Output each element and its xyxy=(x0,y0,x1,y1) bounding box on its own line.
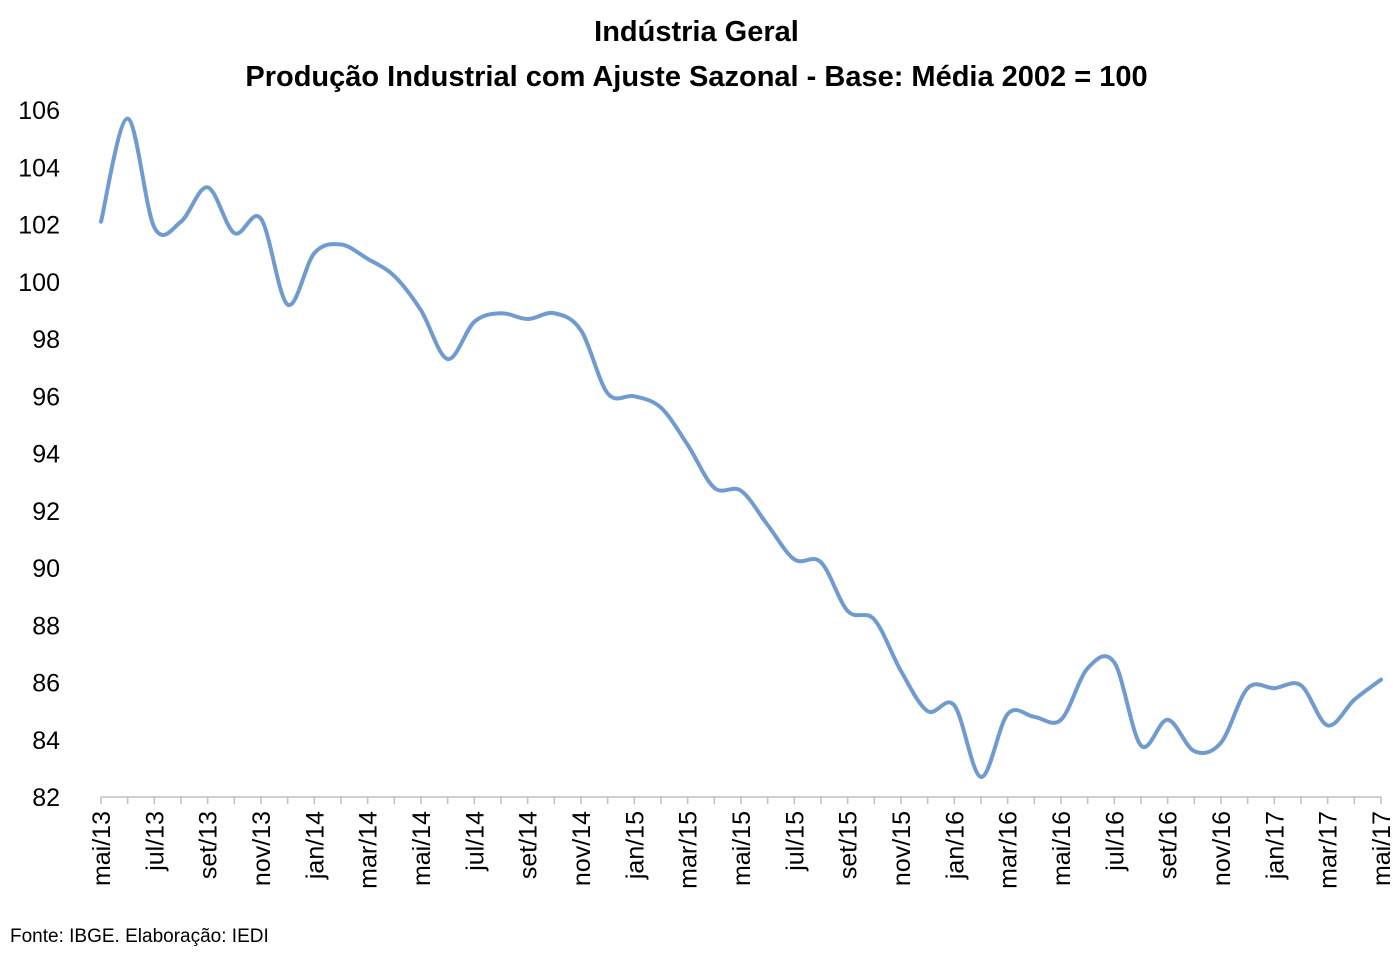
y-tick-label: 84 xyxy=(32,727,60,755)
series-line xyxy=(99,116,1383,779)
chart-subtitle: Produção Industrial com Ajuste Sazonal -… xyxy=(245,61,1148,93)
y-tick-label: 94 xyxy=(32,441,60,469)
x-tick-label: mai/15 xyxy=(728,811,756,886)
x-tick-label: mar/16 xyxy=(995,811,1023,889)
x-axis: mai/13 jul/13 set/13 nov/13 jan/14 mar/14 mai/… xyxy=(88,797,1393,889)
x-tick-label: mai/14 xyxy=(408,811,436,886)
x-tick-label: set/14 xyxy=(515,811,543,879)
x-tick-label: mai/17 xyxy=(1368,811,1393,886)
x-tick-label: nov/15 xyxy=(888,811,916,886)
y-tick-label: 98 xyxy=(32,326,60,354)
y-tick-label: 104 xyxy=(18,154,60,182)
x-tick-label: jan/15 xyxy=(621,811,649,880)
y-tick-label: 96 xyxy=(32,383,60,411)
x-tick-label: set/15 xyxy=(835,811,863,879)
x-tick-label: jul/14 xyxy=(461,811,489,872)
y-tick-label: 86 xyxy=(32,670,60,698)
x-tick-label: nov/16 xyxy=(1208,811,1236,886)
x-tick-label: jan/17 xyxy=(1261,811,1289,880)
y-axis: 82 84 86 88 90 92 94 96 98 100 102 104 106 xyxy=(18,97,60,812)
x-tick-label: mar/15 xyxy=(675,811,703,889)
y-tick-label: 90 xyxy=(32,555,60,583)
x-tick-label: set/13 xyxy=(195,811,223,879)
x-tick-label: jan/16 xyxy=(941,811,969,880)
y-tick-label: 102 xyxy=(18,212,60,240)
x-tick-label: mar/17 xyxy=(1315,811,1343,889)
x-tick-label: mar/14 xyxy=(355,811,383,889)
y-tick-label: 106 xyxy=(18,97,60,125)
y-tick-label: 100 xyxy=(18,269,60,297)
x-tick-label: mai/13 xyxy=(88,811,116,886)
chart-title: Indústria Geral xyxy=(594,16,799,48)
x-tick-label: nov/14 xyxy=(568,811,596,886)
y-tick-label: 82 xyxy=(32,784,60,812)
y-tick-label: 88 xyxy=(32,612,60,640)
x-tick-label: nov/13 xyxy=(248,811,276,886)
y-tick-label: 92 xyxy=(32,498,60,526)
x-tick-label: jan/14 xyxy=(301,811,329,880)
x-tick-label: jul/16 xyxy=(1101,811,1129,872)
x-tick-label: mai/16 xyxy=(1048,811,1076,886)
source-note: Fonte: IBGE. Elaboração: IEDI xyxy=(10,926,269,947)
x-tick-label: set/16 xyxy=(1155,811,1183,879)
x-tick-label: jul/13 xyxy=(141,811,169,872)
x-tick-label: jul/15 xyxy=(781,811,809,872)
